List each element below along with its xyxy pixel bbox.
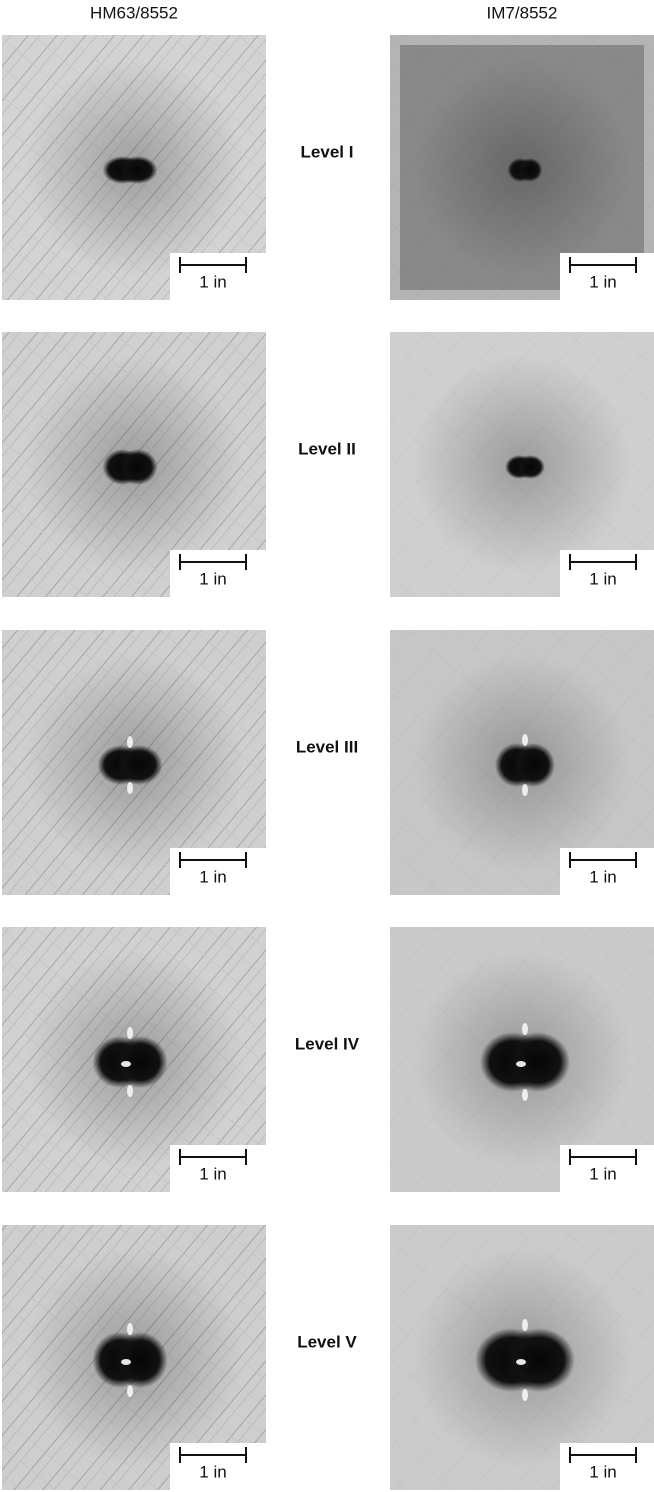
scale-box	[560, 550, 654, 597]
scan-image: 1 in	[390, 1225, 654, 1490]
row-label: Level II	[298, 439, 356, 458]
scale-box	[170, 1145, 266, 1192]
row-label: Level I	[301, 142, 354, 161]
damage-area	[511, 743, 555, 787]
column-header: HM63/8552	[90, 3, 178, 22]
scale-box	[170, 848, 266, 895]
impact-highlight	[121, 1061, 131, 1067]
scan-image: 1 in	[2, 1225, 266, 1490]
impact-highlight	[127, 1385, 133, 1397]
impact-highlight	[127, 1323, 133, 1335]
scan-image: 1 in	[2, 927, 266, 1192]
damage-area	[516, 455, 545, 479]
impact-highlight	[127, 1027, 133, 1039]
impact-highlight	[522, 1023, 528, 1035]
scale-label: 1 in	[199, 1164, 226, 1183]
scale-label: 1 in	[199, 272, 226, 291]
scale-label: 1 in	[589, 272, 616, 291]
column-header: IM7/8552	[487, 3, 558, 22]
scan-image: 1 in	[390, 927, 654, 1192]
impact-highlight	[127, 782, 133, 794]
scan-image: 1 in	[2, 35, 266, 300]
scale-box	[560, 1145, 654, 1192]
scale-label: 1 in	[199, 1462, 226, 1481]
impact-highlight	[121, 1359, 131, 1365]
row: Level V 1 in 1 in	[2, 1225, 654, 1490]
impact-highlight	[522, 784, 528, 796]
damage-area	[503, 1328, 575, 1392]
impact-highlight	[127, 736, 133, 748]
scan-image: 1 in	[2, 630, 266, 895]
impact-highlight	[522, 1389, 528, 1401]
scan-image: 1 in	[390, 332, 654, 597]
scale-label: 1 in	[199, 867, 226, 886]
scale-label: 1 in	[199, 569, 226, 588]
damage-area	[505, 1032, 570, 1092]
scale-box	[170, 550, 266, 597]
impact-highlight	[516, 1061, 526, 1067]
scale-box	[560, 253, 654, 300]
impact-highlight	[522, 734, 528, 746]
scan-image: 1 in	[390, 630, 654, 895]
row-label: Level V	[297, 1332, 357, 1351]
scale-box	[560, 1443, 654, 1490]
scale-label: 1 in	[589, 867, 616, 886]
scale-label: 1 in	[589, 1462, 616, 1481]
row: Level I 1 in 1 in	[2, 35, 654, 300]
damage-area	[115, 745, 163, 785]
impact-highlight	[516, 1359, 526, 1365]
impact-highlight	[522, 1089, 528, 1101]
scale-box	[560, 848, 654, 895]
scale-box	[170, 253, 266, 300]
damage-area	[113, 1036, 168, 1088]
damage-area	[113, 1332, 168, 1388]
row-label: Level IV	[295, 1034, 360, 1053]
damage-area	[517, 158, 543, 182]
damage-area	[117, 156, 158, 184]
row: Level II 1 in 1 in	[2, 332, 654, 597]
scan-image: 1 in	[2, 332, 266, 597]
scale-box	[170, 1443, 266, 1490]
row: Level IV 1 in 1 in	[2, 927, 654, 1192]
scale-label: 1 in	[589, 569, 616, 588]
row: Level III 1 in 1 in	[2, 630, 654, 895]
row-label: Level III	[296, 737, 358, 756]
impact-highlight	[127, 1085, 133, 1097]
impact-highlight	[522, 1319, 528, 1331]
scan-image: 1 in	[390, 35, 654, 300]
scale-label: 1 in	[589, 1164, 616, 1183]
damage-area	[117, 449, 158, 485]
